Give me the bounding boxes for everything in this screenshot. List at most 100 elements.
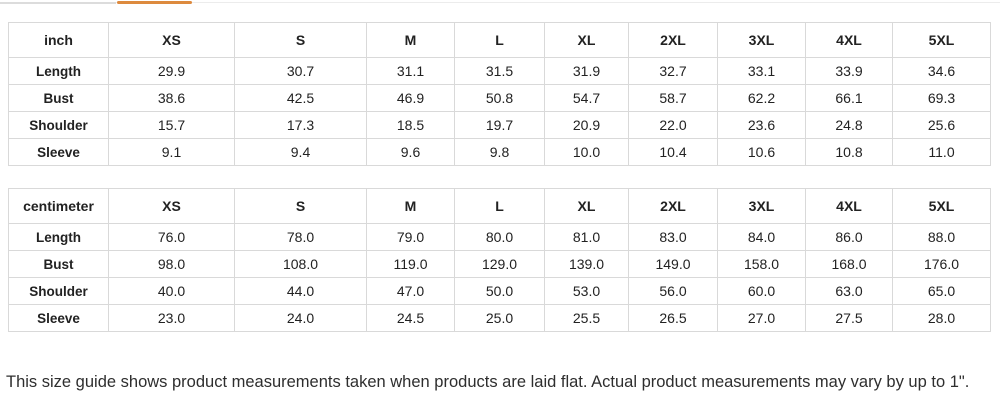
size-column-header: 5XL	[892, 22, 991, 58]
measurement-row-label: Sleeve	[8, 138, 109, 166]
size-column-header: M	[366, 188, 455, 224]
inactive-tab-underline	[0, 2, 116, 4]
size-table-header-row: inch XS S M L XL 2XL 3XL 4XL 5XL	[8, 22, 991, 58]
measurement-value-cell: 23.6	[717, 111, 806, 139]
measurement-value-cell: 11.0	[892, 138, 991, 166]
measurement-value-cell: 119.0	[366, 250, 455, 278]
measurement-value-cell: 40.0	[108, 277, 235, 305]
measurement-value-cell: 24.0	[234, 304, 367, 332]
size-column-header: 3XL	[717, 22, 806, 58]
measurement-value-cell: 27.0	[717, 304, 806, 332]
measurement-value-cell: 25.0	[454, 304, 545, 332]
unit-label-cell: inch	[8, 22, 109, 58]
measurement-row-label: Bust	[8, 84, 109, 112]
size-column-header: L	[454, 188, 545, 224]
measurement-value-cell: 9.1	[108, 138, 235, 166]
measurement-value-cell: 10.4	[628, 138, 718, 166]
size-column-header: S	[234, 188, 367, 224]
measurement-row-label: Shoulder	[8, 111, 109, 139]
measurement-value-cell: 31.9	[544, 57, 629, 85]
measurement-value-cell: 38.6	[108, 84, 235, 112]
measurement-value-cell: 88.0	[892, 223, 991, 251]
measurement-value-cell: 86.0	[805, 223, 893, 251]
active-tab-underline[interactable]	[117, 1, 192, 4]
measurement-value-cell: 9.4	[234, 138, 367, 166]
size-column-header: XS	[108, 188, 235, 224]
size-table-header-row: centimeter XS S M L XL 2XL 3XL 4XL 5XL	[8, 188, 991, 224]
size-column-header: M	[366, 22, 455, 58]
measurement-value-cell: 10.8	[805, 138, 893, 166]
measurement-row: Length 29.9 30.7 31.1 31.5 31.9 32.7 33.1 33.9 34…	[8, 57, 991, 85]
size-column-header: 5XL	[892, 188, 991, 224]
measurement-value-cell: 84.0	[717, 223, 806, 251]
measurement-row: Shoulder 40.0 44.0 47.0 50.0 53.0 56.0 60.0 63.0…	[8, 277, 991, 305]
measurement-row: Bust 98.0 108.0 119.0 129.0 139.0 149.0 158.0 16…	[8, 250, 991, 278]
measurement-value-cell: 108.0	[234, 250, 367, 278]
measurement-value-cell: 50.8	[454, 84, 545, 112]
measurement-value-cell: 27.5	[805, 304, 893, 332]
measurement-value-cell: 32.7	[628, 57, 718, 85]
measurement-value-cell: 42.5	[234, 84, 367, 112]
measurement-value-cell: 76.0	[108, 223, 235, 251]
measurement-value-cell: 20.9	[544, 111, 629, 139]
measurement-value-cell: 24.5	[366, 304, 455, 332]
measurement-row-label: Shoulder	[8, 277, 109, 305]
measurement-value-cell: 10.0	[544, 138, 629, 166]
measurement-value-cell: 63.0	[805, 277, 893, 305]
measurement-value-cell: 139.0	[544, 250, 629, 278]
measurement-row-label: Bust	[8, 250, 109, 278]
size-guide-content: inch XS S M L XL 2XL 3XL 4XL 5XL Length 29.9 30.7 31.…	[6, 22, 991, 392]
size-column-header: 4XL	[805, 188, 893, 224]
tab-bar-divider	[0, 2, 1000, 3]
measurement-value-cell: 28.0	[892, 304, 991, 332]
measurement-value-cell: 158.0	[717, 250, 806, 278]
measurement-value-cell: 29.9	[108, 57, 235, 85]
size-column-header: XL	[544, 22, 629, 58]
measurement-value-cell: 129.0	[454, 250, 545, 278]
measurement-value-cell: 60.0	[717, 277, 806, 305]
size-column-header: XS	[108, 22, 235, 58]
measurement-row: Sleeve 9.1 9.4 9.6 9.8 10.0 10.4 10.6 10.8 11.0	[8, 138, 991, 166]
measurement-value-cell: 25.5	[544, 304, 629, 332]
size-column-header: L	[454, 22, 545, 58]
measurement-value-cell: 65.0	[892, 277, 991, 305]
measurement-value-cell: 10.6	[717, 138, 806, 166]
measurement-value-cell: 98.0	[108, 250, 235, 278]
measurement-value-cell: 31.1	[366, 57, 455, 85]
measurement-value-cell: 19.7	[454, 111, 545, 139]
measurement-value-cell: 9.8	[454, 138, 545, 166]
measurement-value-cell: 69.3	[892, 84, 991, 112]
size-column-header: 2XL	[628, 22, 718, 58]
measurement-row: Sleeve 23.0 24.0 24.5 25.0 25.5 26.5 27.0 27.5 28…	[8, 304, 991, 332]
size-guide-note: This size guide shows product measuremen…	[6, 373, 970, 391]
measurement-value-cell: 33.1	[717, 57, 806, 85]
measurement-row-label: Length	[8, 57, 109, 85]
measurement-value-cell: 30.7	[234, 57, 367, 85]
measurement-value-cell: 44.0	[234, 277, 367, 305]
measurement-value-cell: 83.0	[628, 223, 718, 251]
measurement-value-cell: 25.6	[892, 111, 991, 139]
size-column-header: 2XL	[628, 188, 718, 224]
measurement-value-cell: 66.1	[805, 84, 893, 112]
centimeter-size-table: centimeter XS S M L XL 2XL 3XL 4XL 5XL Length 76.0 7…	[8, 188, 991, 332]
size-column-header: S	[234, 22, 367, 58]
measurement-row: Bust 38.6 42.5 46.9 50.8 54.7 58.7 62.2 66.1 69.3	[8, 84, 991, 112]
measurement-value-cell: 58.7	[628, 84, 718, 112]
measurement-value-cell: 34.6	[892, 57, 991, 85]
measurement-value-cell: 24.8	[805, 111, 893, 139]
measurement-value-cell: 33.9	[805, 57, 893, 85]
unit-label-cell: centimeter	[8, 188, 109, 224]
measurement-value-cell: 53.0	[544, 277, 629, 305]
measurement-value-cell: 79.0	[366, 223, 455, 251]
measurement-value-cell: 31.5	[454, 57, 545, 85]
measurement-value-cell: 15.7	[108, 111, 235, 139]
measurement-value-cell: 50.0	[454, 277, 545, 305]
measurement-row-label: Sleeve	[8, 304, 109, 332]
measurement-value-cell: 23.0	[108, 304, 235, 332]
size-column-header: 3XL	[717, 188, 806, 224]
measurement-value-cell: 17.3	[234, 111, 367, 139]
measurement-value-cell: 81.0	[544, 223, 629, 251]
size-column-header: 4XL	[805, 22, 893, 58]
measurement-value-cell: 62.2	[717, 84, 806, 112]
